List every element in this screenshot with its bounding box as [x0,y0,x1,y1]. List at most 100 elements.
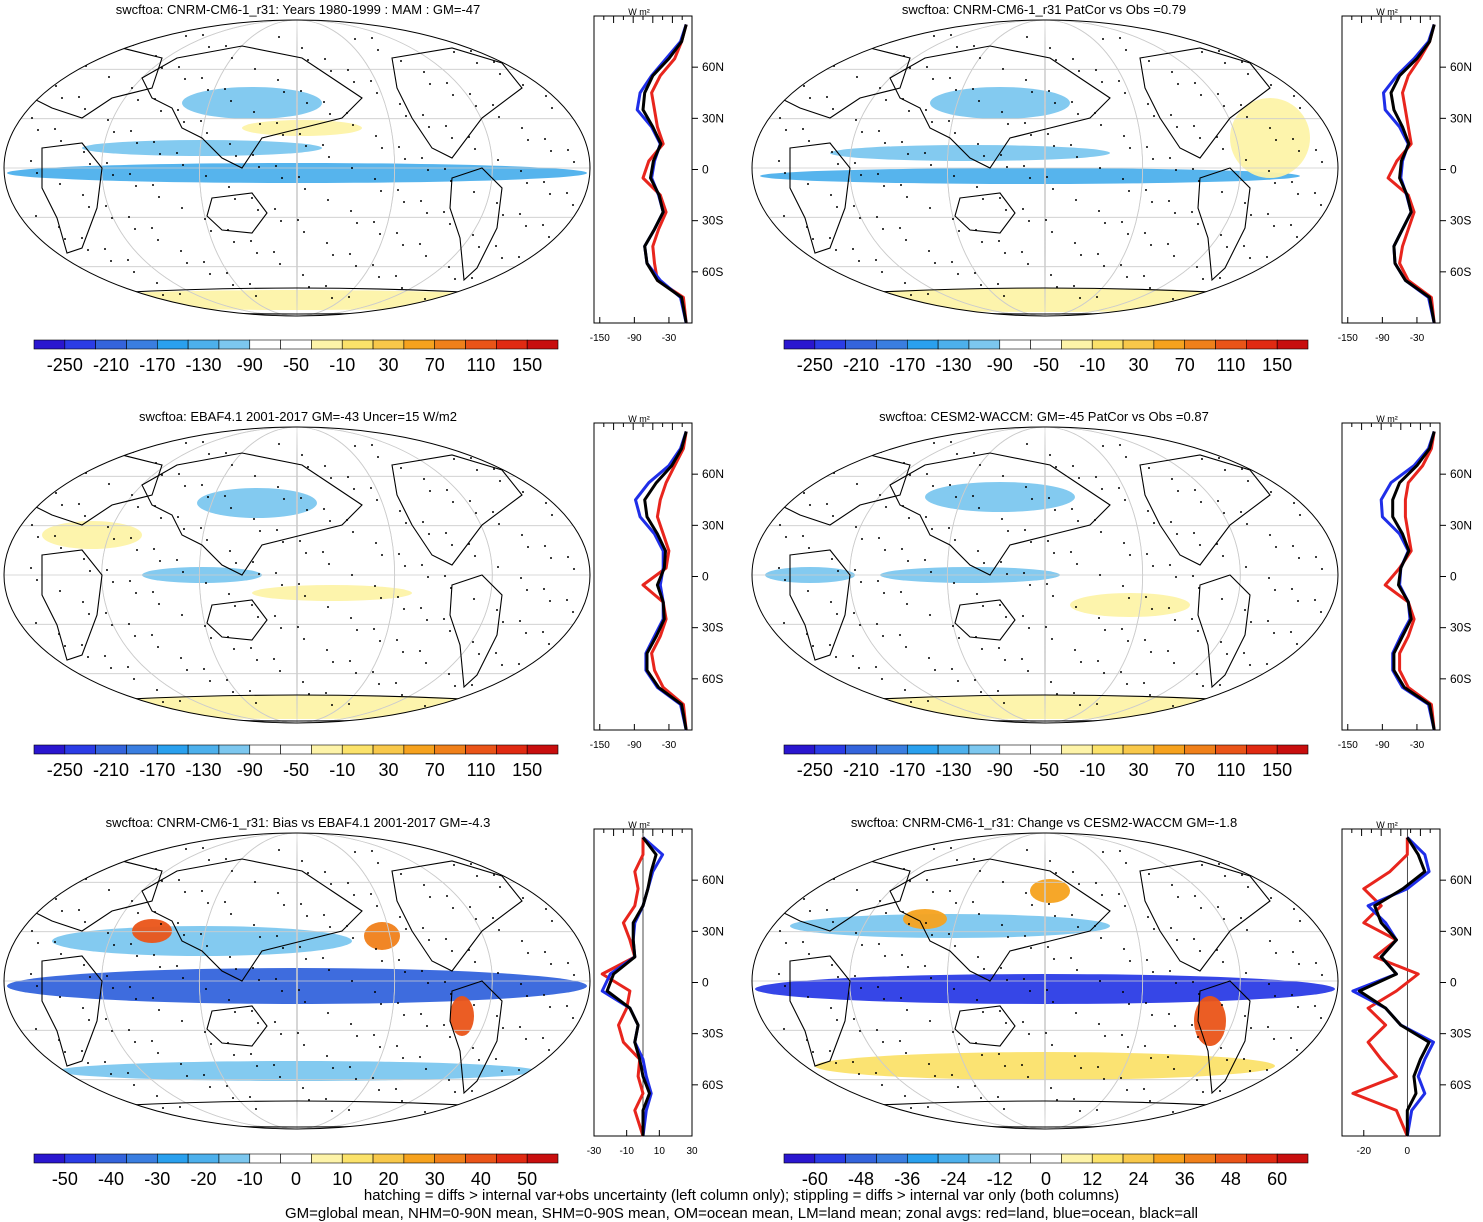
stipple-dot [379,233,381,235]
stipple-dot [520,170,522,172]
stipple-dot [1173,1068,1175,1070]
stipple-dot [764,845,766,847]
stipple-dot [1245,566,1247,568]
stipple-dot [855,526,857,528]
colorbar-label: 150 [512,760,542,780]
stipple-dot [302,681,304,683]
stipple-dot [805,1082,807,1084]
stipple-dot [380,190,382,192]
colorbar-label: -170 [889,355,925,375]
colorbar: -60 -48 -36 -24 -12 0 12 24 36 48 60 [783,1153,1309,1189]
stipple-dot [371,444,373,446]
stipple-dot [302,1087,304,1089]
stipple-dot [1224,875,1226,877]
stipple-dot [354,445,356,447]
stipple-dot [1104,222,1106,224]
stipple-dot [852,248,854,250]
stipple-dot [454,278,456,280]
stipple-dot [931,121,933,123]
colorbar-label: 150 [512,355,542,375]
zonal-series-ocean [1351,836,1435,1137]
colorbar-swatch [1184,339,1216,350]
stipple-dot [764,439,766,441]
stipple-dot [808,953,810,955]
stipple-dot [38,899,40,901]
stipple-dot [788,677,790,679]
stipple-dot [541,674,543,676]
stipple-dot [401,694,403,696]
stipple-dot [573,568,575,570]
stipple-dot [1077,113,1079,115]
stipple-dot [1072,465,1074,467]
stipple-dot [1124,92,1126,94]
stipple-dot [948,527,950,529]
colorbar-swatch [218,1153,251,1164]
stipple-dot [1047,540,1049,542]
stipple-dot [1004,659,1006,661]
coastline [449,980,503,1095]
stipple-dot [325,1098,327,1100]
stipple-dot [127,1072,129,1074]
stipple-dot [1129,147,1131,149]
stipple-dot [33,301,35,303]
stipple-dot [1100,937,1102,939]
stipple-dot [1247,73,1249,75]
stipple-dot [519,213,521,215]
stipple-dot [89,570,91,572]
stipple-dot [1275,546,1277,548]
lat-tick-label: 60N [702,873,724,887]
stipple-dot [1073,285,1075,287]
stipple-dot [403,201,405,203]
lat-tick-label: 60N [702,60,724,74]
stipple-dot [202,847,204,849]
stipple-dot [226,272,228,274]
stipple-dot [429,83,431,85]
colorbar-label: -10 [329,355,355,375]
stipple-dot [829,237,831,239]
stipple-dot [1145,189,1147,191]
stipple-dot [108,889,110,891]
stipple-dot [397,1002,399,1004]
stipple-dot [526,995,528,997]
stipple-dot [255,1108,257,1110]
stipple-dot [521,534,523,536]
stipple-dot [297,1032,299,1034]
stipple-dot [1078,883,1080,885]
stipple-dot [179,1106,181,1108]
stipple-dot [323,508,325,510]
stipple-dot [1196,673,1198,675]
stipple-dot [297,219,299,221]
stipple-dot [276,529,278,531]
stipple-dot [783,215,785,217]
stipple-dot [1290,224,1292,226]
stipple-dot [810,461,812,463]
stipple-dot [277,79,279,81]
stipple-dot [395,275,397,277]
stipple-dot [327,606,329,608]
stipple-dot [1052,188,1054,190]
stipple-dot [1080,1067,1082,1069]
stipple-dot [1051,231,1053,233]
stipple-dot [1318,290,1320,292]
stipple-dot [1292,951,1294,953]
stipple-dot [405,928,407,930]
stipple-dot [402,651,404,653]
stipple-dot [876,1029,878,1031]
stipple-dot [181,1020,183,1022]
stipple-dot [1316,106,1318,108]
stipple-dot [1126,1089,1128,1091]
stipple-dot [330,477,332,479]
stipple-dot [159,153,161,155]
colorbar-swatch [968,339,1001,350]
stipple-dot [909,67,911,69]
stipple-dot [281,990,283,992]
stipple-dot [905,239,907,241]
stipple-dot [1070,144,1072,146]
stipple-dot [1297,193,1299,195]
colorbar: -250 -210 -170 -130 -90 -50 -10 30 70 110 150 [33,744,559,780]
stipple-dot [276,122,278,124]
stipple-dot [1289,1080,1291,1082]
stipple-dot [899,227,901,229]
stipple-dot [33,708,35,710]
colorbar-label: 12 [1082,1169,1102,1189]
